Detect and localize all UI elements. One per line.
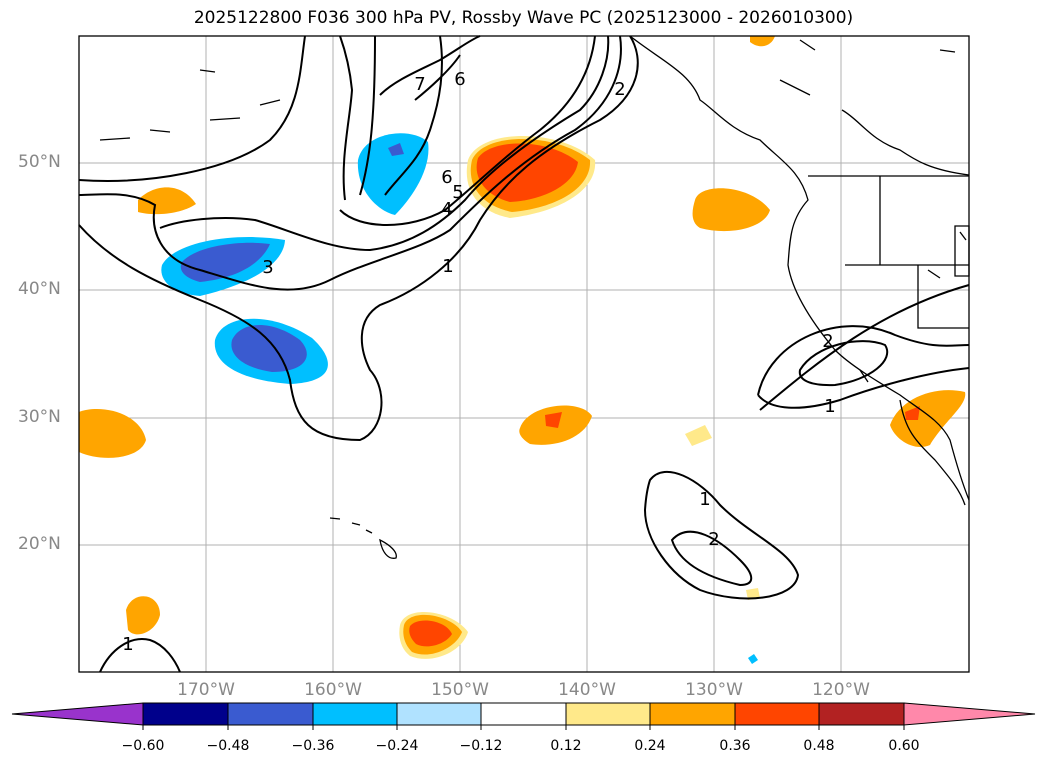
contour-label: 1	[122, 634, 133, 655]
contour-line	[643, 470, 800, 600]
contour-label: 1	[442, 256, 453, 277]
colorbar-tick-label: −0.12	[459, 738, 503, 754]
colorbar-tick-label: −0.48	[206, 738, 250, 754]
colorbar-tick-label: 0.48	[803, 738, 835, 754]
lon-label-150w: 150°W	[431, 680, 489, 700]
anomaly-blob	[748, 654, 758, 664]
contour-line	[414, 54, 461, 101]
colorbar-tick-label: 0.36	[719, 738, 751, 754]
contour-label: 4	[441, 199, 452, 220]
shading-negative	[161, 133, 758, 664]
anomaly-blob	[476, 143, 578, 202]
anomaly-blob	[357, 133, 429, 215]
anomaly-blob	[180, 242, 270, 282]
lat-label-50n: 50°N	[18, 152, 61, 172]
contour-label: 6	[441, 167, 452, 188]
colorbar-tick-label: −0.60	[121, 738, 165, 754]
contour-line	[339, 35, 596, 226]
colorbar-tick-label: −0.24	[375, 738, 419, 754]
contour-line	[99, 638, 181, 673]
colorbar-tick-label: 0.24	[634, 738, 666, 754]
colorbar-segment	[649, 702, 736, 726]
contour-label: 5	[452, 182, 463, 203]
contour-line	[78, 35, 639, 442]
anomaly-blob	[746, 588, 760, 600]
contour-line	[757, 325, 970, 409]
contour-labels: 7 6 6 5 4 3 2 1 2 1 1 2 1	[122, 69, 835, 655]
lon-label-170w: 170°W	[177, 680, 235, 700]
lon-label-120w: 120°W	[812, 680, 870, 700]
contour-label: 3	[262, 257, 273, 278]
colorbar-segment	[312, 702, 398, 726]
anomaly-blob	[409, 620, 452, 647]
pv-contours	[78, 35, 970, 673]
contour-label: 1	[699, 489, 710, 510]
anomaly-blob	[126, 596, 160, 635]
lon-label-160w: 160°W	[304, 680, 362, 700]
contour-line	[670, 530, 753, 587]
contour-label: 1	[824, 396, 835, 417]
contour-label: 6	[454, 69, 465, 90]
lat-label-30n: 30°N	[18, 407, 61, 427]
map-title: 2025122800 F036 300 hPa PV, Rossby Wave …	[193, 8, 854, 28]
contour-line	[798, 340, 888, 387]
coastlines	[99, 35, 970, 559]
anomaly-blob	[890, 390, 966, 448]
colorbar-segment	[734, 702, 820, 726]
colorbar-segment	[396, 702, 482, 726]
contour-line	[379, 35, 481, 96]
contour-line	[759, 284, 970, 411]
contour-line	[339, 35, 354, 201]
contour-line	[359, 35, 376, 196]
colorbar-segment	[480, 702, 567, 726]
colorbar-tick-label: 0.12	[550, 738, 582, 754]
graticule	[79, 36, 969, 672]
anomaly-blob	[750, 36, 775, 47]
contour-label: 2	[708, 529, 719, 550]
contour-line	[159, 35, 610, 252]
contour-line	[78, 35, 622, 291]
colorbar-tick-label: −0.36	[291, 738, 335, 754]
contour-line	[384, 35, 443, 196]
anomaly-blob	[692, 188, 770, 232]
lon-label-130w: 130°W	[685, 680, 743, 700]
contour-label: 2	[822, 331, 833, 352]
anomaly-blob	[79, 409, 146, 458]
lon-label-140w: 140°W	[558, 680, 616, 700]
anomaly-blob	[545, 412, 562, 428]
colorbar	[11, 702, 1036, 730]
lat-label-40n: 40°N	[18, 279, 61, 299]
colorbar-segment	[227, 702, 314, 726]
map-frame	[78, 35, 970, 673]
colorbar-tick-label: 0.60	[888, 738, 920, 754]
anomaly-blob	[685, 425, 712, 446]
anomaly-blob	[231, 324, 307, 372]
colorbar-segment	[565, 702, 651, 726]
anomaly-blob	[138, 187, 196, 215]
colorbar-extend-high	[903, 702, 1036, 726]
colorbar-segment	[818, 702, 905, 726]
contour-label: 7	[414, 74, 425, 95]
colorbar-extend-low	[11, 702, 144, 726]
anomaly-blob	[905, 406, 920, 420]
lat-label-20n: 20°N	[18, 534, 61, 554]
shading-positive	[79, 36, 966, 659]
contour-label: 2	[614, 79, 625, 100]
colorbar-segment	[142, 702, 229, 726]
anomaly-blob	[388, 143, 404, 156]
contour-line	[78, 35, 306, 182]
